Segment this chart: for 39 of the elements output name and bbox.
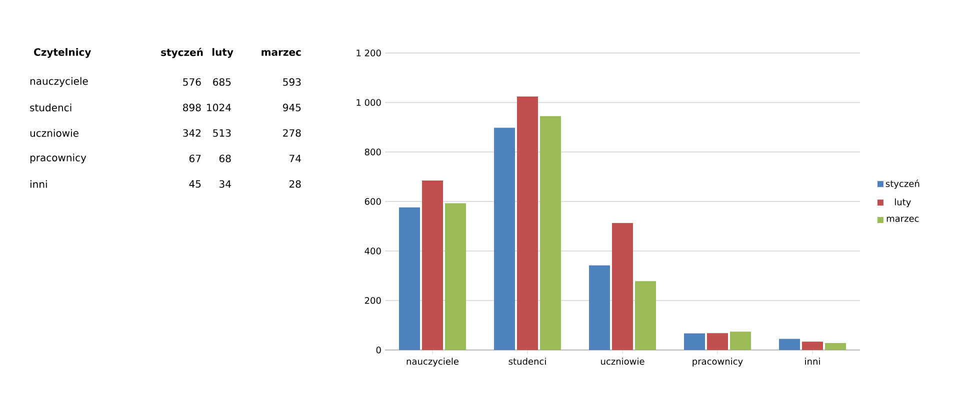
text: 593 bbox=[283, 78, 301, 86]
text: 34 bbox=[220, 180, 231, 188]
text: 1024 bbox=[207, 104, 231, 112]
text: 28 bbox=[289, 180, 301, 188]
x-tick-label: nauczyciele bbox=[406, 358, 459, 366]
y-tick-label: 400 bbox=[364, 248, 381, 254]
text: marzec bbox=[262, 50, 301, 56]
text: styczeń bbox=[161, 48, 203, 58]
text: Czytelnicy bbox=[34, 48, 92, 58]
y-tick-label: 200 bbox=[364, 297, 381, 304]
category-label: studenci bbox=[30, 104, 72, 112]
x-tick-label: studenci bbox=[508, 358, 546, 365]
category-label: inni bbox=[30, 180, 47, 188]
y-tick-label: 1 200 bbox=[356, 50, 381, 56]
y-tick-label: 600 bbox=[364, 198, 381, 205]
category-label: pracownicy bbox=[30, 154, 86, 164]
y-tick-label: 800 bbox=[364, 148, 381, 156]
text: 342 bbox=[183, 129, 200, 137]
category-label: uczniowie bbox=[30, 129, 78, 137]
x-tick-label: inni bbox=[805, 358, 820, 365]
text: 685 bbox=[213, 78, 231, 86]
text: 945 bbox=[283, 104, 301, 112]
legend-label: marzec bbox=[886, 216, 919, 222]
text: 898 bbox=[183, 104, 201, 112]
legend-label: styczeń bbox=[886, 180, 920, 189]
text: 45 bbox=[189, 180, 201, 188]
y-tick-label: 0 bbox=[376, 346, 381, 354]
y-tick-label: 1 000 bbox=[356, 99, 381, 106]
x-tick-label: uczniowie bbox=[601, 358, 644, 365]
text: 68 bbox=[219, 154, 231, 162]
category-label: nauczyciele bbox=[30, 77, 88, 87]
text: 576 bbox=[183, 78, 201, 86]
x-tick-label: pracownicy bbox=[692, 358, 743, 366]
legend-label: luty bbox=[894, 198, 911, 208]
text: 513 bbox=[213, 129, 231, 137]
text: 278 bbox=[283, 129, 301, 137]
text: luty bbox=[212, 48, 234, 58]
text: 67 bbox=[189, 154, 201, 162]
text: 74 bbox=[290, 154, 301, 162]
